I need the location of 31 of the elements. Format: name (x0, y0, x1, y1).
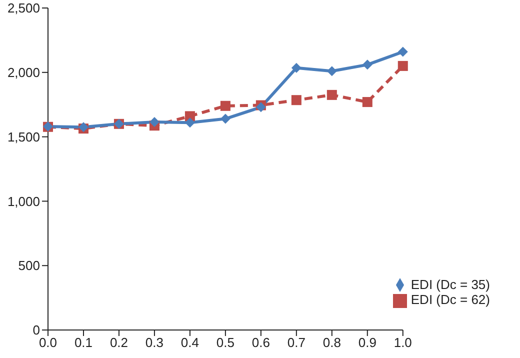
point (291, 95, 302, 106)
y-tick-label: 500 (18, 258, 40, 274)
x-tick-label: 1.0 (394, 335, 412, 350)
x-tick-label: 0.4 (180, 335, 199, 350)
x-tick-label: 0.2 (110, 335, 128, 350)
x-tick-label: 0.6 (252, 335, 270, 350)
point (220, 114, 230, 124)
point (362, 97, 372, 108)
point (326, 90, 337, 100)
point (398, 46, 408, 57)
point (291, 62, 302, 73)
x-tick-label: 0.0 (38, 335, 58, 350)
point (220, 100, 230, 111)
x-tick-label: 0.9 (358, 335, 376, 350)
x-tick-label: 0.3 (145, 335, 164, 350)
point (149, 116, 160, 127)
y-tick-label: 1,000 (7, 194, 40, 209)
x-tick-label: 0.7 (287, 335, 306, 350)
point (184, 118, 195, 128)
y-tick-label: 0 (32, 322, 40, 338)
x-tick-label: 0.8 (322, 335, 341, 350)
y-tick-label: 2,500 (7, 0, 40, 16)
y-tick-label: 1,500 (7, 129, 40, 144)
point (398, 60, 408, 71)
legend-label: EDI (Dc = 35) (410, 276, 490, 292)
legend-label: EDI (Dc = 62) (410, 292, 490, 308)
x-tick-label: 0.5 (216, 335, 234, 350)
y-tick-label: 2,000 (7, 65, 40, 80)
point (326, 66, 337, 76)
point (362, 60, 372, 70)
x-tick-label: 0.1 (74, 335, 93, 350)
